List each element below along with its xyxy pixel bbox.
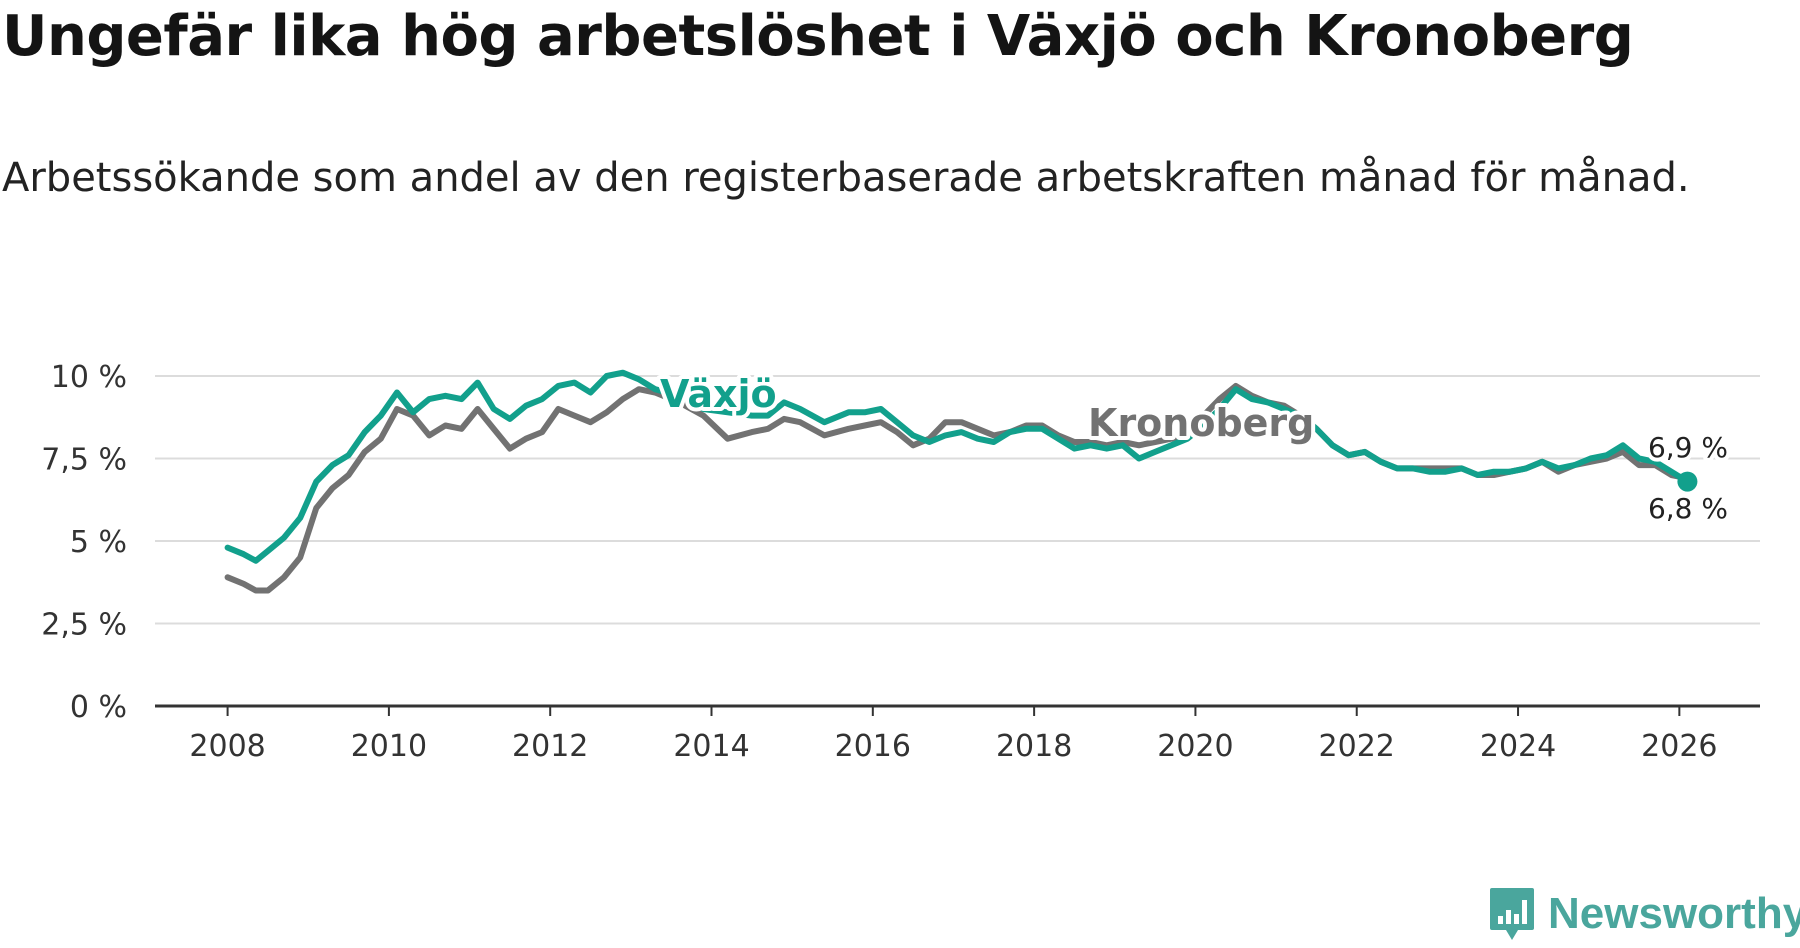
series-line-kronoberg [224, 382, 1691, 594]
x-tick-label: 2014 [673, 729, 749, 764]
newsworthy-chart-icon [1490, 888, 1534, 940]
end-point-marker [1677, 471, 1698, 492]
y-tick-label: 0 % [70, 690, 127, 725]
x-tick-label: 2016 [835, 729, 911, 764]
brand-logo: Newsworthy [1488, 886, 1800, 942]
brand-name: Newsworthy [1548, 889, 1800, 938]
x-tick-label: 2012 [512, 729, 588, 764]
end-label-vaxjo: 6,8 % [1648, 492, 1728, 525]
y-tick-label: 10 % [51, 360, 127, 395]
x-axis-ticks: 2008 2010 2012 2014 2016 2018 2020 2022 2024 2026 [189, 706, 1718, 764]
x-tick-label: 2022 [1319, 729, 1395, 764]
x-tick-label: 2024 [1480, 729, 1556, 764]
page-title: Ungefär lika hög arbetslöshet i Växjö oc… [2, 4, 1634, 69]
y-axis-ticks: 0 % 2,5 % 5 % 7,5 % 10 % [41, 360, 127, 725]
x-tick-label: 2008 [189, 729, 265, 764]
x-tick-label: 2018 [996, 729, 1072, 764]
x-tick-label: 2026 [1641, 729, 1717, 764]
series-line-vaxjo [224, 369, 1691, 564]
y-tick-label: 7,5 % [41, 443, 127, 478]
y-tick-label: 2,5 % [41, 608, 127, 643]
series-label-kronoberg: Kronoberg [1088, 401, 1314, 445]
page-subtitle: Arbetssökande som andel av den registerb… [2, 155, 1690, 201]
y-tick-label: 5 % [70, 525, 127, 560]
series-label-vaxjo: Växjö [660, 372, 777, 416]
gridlines [155, 375, 1760, 625]
end-label-kronoberg: 6,9 % [1648, 431, 1728, 464]
x-tick-label: 2020 [1157, 729, 1233, 764]
series-lines [224, 369, 1698, 594]
x-tick-label: 2010 [351, 729, 427, 764]
series-labels: Växjö Kronoberg 6,9 % 6,8 % [656, 368, 1732, 529]
